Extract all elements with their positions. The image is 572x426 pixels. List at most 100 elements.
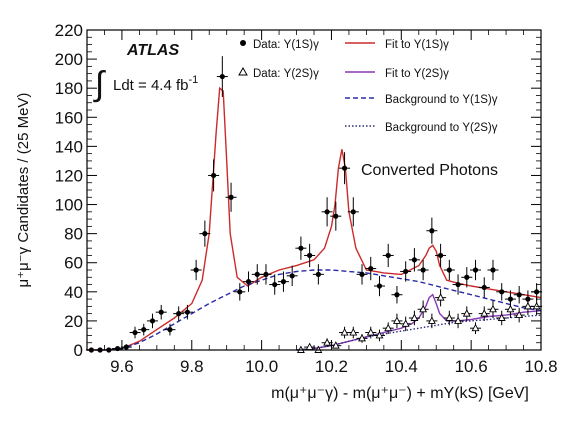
x-tick-label: 9.8 xyxy=(180,357,204,376)
data-point-2s xyxy=(506,304,515,313)
data-point-2s xyxy=(480,309,489,317)
legend-marker-triangle xyxy=(238,66,248,76)
data-point-2s xyxy=(349,328,358,336)
data-point-2s xyxy=(427,316,436,324)
data-point-1s xyxy=(350,209,356,215)
data-point-1s xyxy=(516,292,522,298)
data-point-1s xyxy=(324,209,330,215)
data-point-1s xyxy=(289,273,295,279)
data-point-2s xyxy=(392,316,401,324)
y-tick-label: 20 xyxy=(64,312,83,331)
data-point-2s xyxy=(323,338,332,346)
data-point-1s xyxy=(507,296,514,302)
luminosity-label: Ldt = 4.4 fb-1 xyxy=(113,74,198,94)
data-point-1s xyxy=(437,252,444,259)
data-point-1s xyxy=(333,213,339,219)
legend-label: Data: Υ(1S)γ xyxy=(253,39,319,51)
data-point-2s xyxy=(436,293,445,301)
axes-layer: 0 20 40 60 80 100 120 140 160 180 200 220 9.6 9.8 10.0… xyxy=(55,21,558,376)
data-point-1s xyxy=(149,318,156,324)
x-tick-label: 10.0 xyxy=(245,357,278,376)
data-point-1s xyxy=(237,289,243,295)
legend-marker-circle xyxy=(240,40,246,46)
data-point-1s xyxy=(141,327,147,333)
data-point-2s xyxy=(445,313,454,321)
data-point-1s xyxy=(376,283,383,289)
data-point-2s xyxy=(489,304,497,313)
data-point-1s xyxy=(123,344,129,350)
data-point-2s xyxy=(523,301,532,310)
x-tick-label: 10.4 xyxy=(385,357,418,376)
data-point-2s xyxy=(471,323,480,332)
data-point-1s xyxy=(228,194,234,200)
data-point-1s xyxy=(385,252,391,259)
x-tick-label: 10.6 xyxy=(455,357,488,376)
data-point-1s xyxy=(446,267,452,273)
data-point-1s xyxy=(368,265,374,272)
data-point-1s xyxy=(298,245,304,251)
data-point-1s xyxy=(359,271,365,277)
data-point-1s xyxy=(472,267,479,273)
data-point-2s xyxy=(375,330,384,339)
data-point-2s xyxy=(462,309,471,317)
y-tick-label: 100 xyxy=(55,196,83,215)
data-point-2s xyxy=(366,328,375,336)
y-tick-label: 80 xyxy=(64,225,83,244)
data-point-2s xyxy=(532,301,541,310)
data-point-2s xyxy=(497,313,506,321)
data-point-1s xyxy=(176,311,182,317)
x-tick-label: 9.6 xyxy=(110,357,134,376)
y-tick-label: 40 xyxy=(64,283,83,302)
y-tick-label: 180 xyxy=(55,79,83,98)
data-point-2s xyxy=(515,310,524,319)
y-tick-label: 160 xyxy=(55,108,83,127)
luminosity-value: Ldt = 4.4 fb xyxy=(113,77,188,94)
luminosity-exponent: -1 xyxy=(188,74,198,86)
data-point-1s xyxy=(210,172,217,179)
y-tick-label: 220 xyxy=(55,21,83,40)
data-point-1s xyxy=(315,271,321,277)
legend-label: Fit to Υ(1S)γ xyxy=(385,39,449,51)
y-tick-label: 140 xyxy=(55,137,83,156)
data-point-1s xyxy=(184,309,191,315)
data-point-2s xyxy=(384,323,393,332)
y-tick-label: 200 xyxy=(55,50,83,69)
data-layer xyxy=(85,56,543,353)
y-tick-label: 120 xyxy=(55,166,83,185)
data-point-1s xyxy=(455,281,461,288)
data-point-1s xyxy=(341,165,348,171)
data-point-2s xyxy=(419,304,428,313)
fit-curve xyxy=(87,269,542,351)
data-point-1s xyxy=(403,268,409,275)
data-point-1s xyxy=(490,267,496,273)
data-point-1s xyxy=(272,281,278,288)
data-point-1s xyxy=(464,274,470,280)
data-point-2s xyxy=(410,313,419,321)
data-point-1s xyxy=(158,309,164,315)
y-tick-label: 60 xyxy=(64,254,83,273)
x-tick-label: 10.8 xyxy=(524,357,557,376)
selection-label: Converted Photons xyxy=(361,162,498,179)
fit-curve xyxy=(296,293,542,351)
x-axis-title: m(μ⁺μ⁻γ) - m(μ⁺μ⁻) + mΥ(kS) [GeV] xyxy=(271,385,529,402)
data-point-1s xyxy=(202,231,208,237)
data-point-1s xyxy=(411,257,418,263)
data-point-1s xyxy=(219,73,225,80)
data-point-2s xyxy=(340,328,349,336)
data-point-1s xyxy=(394,292,400,298)
data-point-1s xyxy=(132,329,138,336)
y-tick-label: 0 xyxy=(74,341,83,360)
legend-label: Fit to Υ(2S)γ xyxy=(385,68,449,80)
x-tick-label: 10.2 xyxy=(315,357,348,376)
data-point-1s xyxy=(245,279,252,285)
data-point-1s xyxy=(254,271,260,277)
legend: Data: Υ(1S)γ Data: Υ(2S)γ Fit to Υ(1S)γ Fit… xyxy=(238,39,498,134)
data-point-2s xyxy=(358,333,366,342)
legend-label: Data: Υ(2S)γ xyxy=(253,68,319,80)
curves-layer xyxy=(87,86,542,351)
data-point-1s xyxy=(420,267,426,273)
data-point-1s xyxy=(429,228,435,234)
data-point-2s xyxy=(331,341,340,349)
